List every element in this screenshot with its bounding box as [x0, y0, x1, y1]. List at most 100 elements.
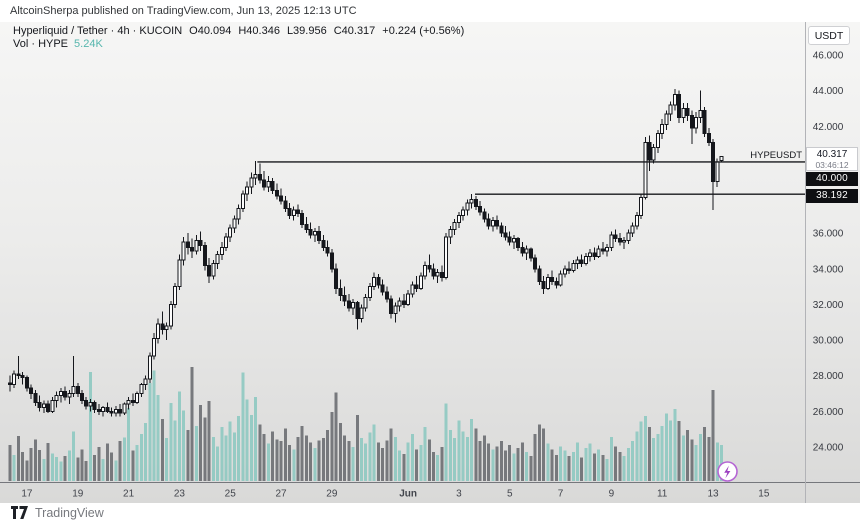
volume-bar: [93, 454, 97, 481]
volume-bar: [673, 409, 677, 481]
candle-body: [46, 403, 51, 412]
candle-body: [545, 277, 550, 289]
flash-button[interactable]: [715, 459, 741, 485]
time-tick-label: 5: [507, 489, 513, 500]
volume-bar: [520, 442, 524, 481]
volume-bar: [275, 439, 279, 481]
volume-bar: [423, 427, 427, 481]
candle-body: [317, 230, 322, 241]
time-tick-label: 27: [275, 489, 287, 500]
volume-bar: [605, 458, 609, 481]
candle-body: [639, 197, 644, 216]
time-tick-label: 25: [225, 489, 237, 500]
volume-bar: [694, 445, 698, 481]
candle-body: [596, 248, 601, 257]
volume-bar: [326, 429, 330, 481]
volume-bar: [152, 370, 156, 481]
volume-bar: [59, 461, 63, 481]
price-tick-label: 36.000: [813, 229, 844, 240]
candle-body: [334, 268, 339, 289]
volume-bar: [249, 414, 253, 481]
candle-body: [37, 401, 42, 409]
candle-body: [664, 113, 669, 126]
candle-body: [58, 391, 63, 396]
volume-bar: [80, 449, 84, 481]
candle-body: [109, 410, 114, 414]
volume-bar: [542, 428, 546, 481]
volume-bar: [567, 456, 571, 481]
volume-bar: [622, 456, 626, 481]
candle-body: [550, 277, 555, 282]
price-tick-label: 26.000: [813, 407, 844, 418]
volume-bar: [131, 450, 135, 481]
volume-bar: [626, 447, 630, 481]
volume-bar: [21, 452, 25, 481]
tradingview-brand-text: TradingView: [35, 505, 104, 520]
candle-body: [469, 198, 474, 204]
chart-legend[interactable]: Hyperliquid / Tether · 4h · KUCOIN O40.09…: [13, 25, 464, 37]
candle-body: [558, 273, 563, 286]
volume-bar: [376, 442, 380, 481]
volume-bar: [97, 447, 101, 481]
candle-body: [503, 232, 508, 238]
candle-body: [528, 248, 533, 259]
volume-bar: [482, 435, 486, 481]
candle-body: [283, 200, 288, 209]
candle-body: [20, 375, 25, 378]
volume-bar: [381, 447, 385, 481]
candle-body: [355, 302, 360, 320]
volume-bar: [237, 416, 241, 481]
candle-body: [490, 220, 495, 227]
volume-bar: [415, 449, 419, 481]
candle-body: [520, 246, 525, 254]
volume-bar: [122, 437, 126, 481]
candle-body: [444, 236, 449, 279]
candle-body: [651, 147, 656, 161]
symbol-price-line-label: HYPEUSDT: [750, 150, 802, 161]
candle-body: [622, 239, 627, 243]
volume-bar: [652, 438, 656, 481]
candle-body: [410, 284, 415, 295]
time-tick-label: 23: [174, 489, 186, 500]
time-tick-label: 3: [456, 489, 462, 500]
currency-button[interactable]: USDT: [808, 26, 850, 45]
volume-bar: [144, 423, 148, 481]
volume-bar: [216, 446, 220, 481]
current-price-value: 40.317: [816, 149, 848, 160]
volume-bar: [165, 438, 169, 481]
volume-bar: [347, 440, 351, 481]
candle-body: [202, 245, 207, 266]
volume-bar: [698, 434, 702, 481]
volume-bar: [525, 452, 529, 481]
candle-body: [537, 268, 542, 282]
candle-body: [139, 384, 144, 394]
candle-body: [495, 220, 500, 227]
volume-bar: [186, 429, 190, 481]
candle-body: [439, 271, 444, 279]
volume-bar: [559, 446, 563, 481]
volume-bar: [360, 438, 364, 481]
candle-body: [605, 246, 610, 252]
volume-bar: [537, 424, 541, 481]
candle-body: [575, 259, 580, 264]
candle-body: [198, 239, 203, 247]
candle-body: [393, 305, 398, 314]
candle-body: [554, 280, 559, 286]
candle-body: [435, 271, 440, 277]
time-tick-label: 15: [758, 489, 770, 500]
tradingview-logo-icon: [11, 506, 28, 519]
candle-body: [63, 391, 68, 398]
volume-bar: [364, 443, 368, 481]
volume-legend[interactable]: Vol · HYPE 5.24K: [13, 38, 103, 50]
candle-body: [194, 239, 199, 252]
candle-body: [12, 373, 17, 386]
candle-body: [613, 234, 618, 240]
candle-body: [50, 400, 55, 412]
volume-bar: [355, 414, 359, 481]
candle-body: [130, 400, 135, 403]
volume-bar: [516, 447, 520, 481]
volume-bar: [478, 440, 482, 481]
volume-bar: [203, 417, 207, 481]
volume-bar: [601, 454, 605, 481]
